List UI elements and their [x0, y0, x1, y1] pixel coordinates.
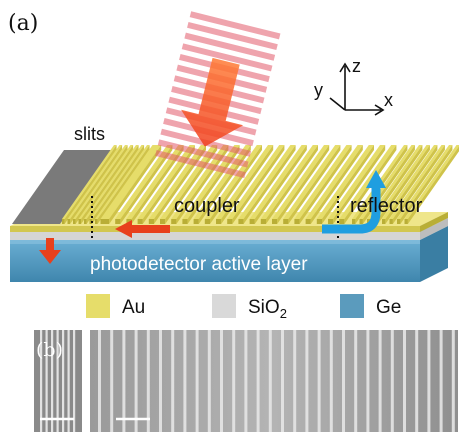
coupler-arrow: [115, 220, 170, 238]
sem-line: [305, 330, 309, 432]
grating-bar: [328, 145, 386, 224]
sem-line: [378, 330, 382, 432]
sem-line: [98, 330, 101, 432]
legend-swatch-sio2: [212, 294, 236, 318]
sem-line: [329, 330, 333, 432]
grating-bar: [316, 145, 374, 224]
grating-bar: [78, 145, 134, 224]
grating-bar: [62, 145, 117, 224]
sem-line: [159, 330, 162, 432]
reflector-arrow: [322, 170, 386, 234]
sem-line: [171, 330, 175, 432]
sem-line: [293, 330, 297, 432]
wavefront: [155, 150, 246, 179]
axis-y-label: y: [314, 80, 323, 100]
sem-line: [146, 330, 150, 432]
panel-a-label: (a): [8, 11, 38, 36]
wavefront: [189, 11, 281, 40]
wavefront: [187, 21, 278, 51]
sem-line: [366, 330, 370, 432]
sem-left-panel: [34, 330, 82, 432]
grating-bar: [249, 145, 307, 224]
sem-line: [415, 330, 419, 432]
sem-line: [439, 330, 443, 432]
grating-bar: [137, 145, 195, 224]
grating-bar: [115, 145, 173, 224]
sem-right-panel: [90, 330, 458, 432]
legend: Au SiO2 Ge: [86, 294, 401, 321]
sem-line: [195, 330, 199, 432]
axes-glyph: [329, 62, 385, 116]
sem-line: [232, 330, 236, 432]
grating-bar: [397, 145, 453, 224]
beam-arrow: [181, 57, 244, 147]
grating-bar: [227, 145, 285, 224]
grating-bar: [382, 145, 438, 224]
reflector-label: reflector: [350, 195, 423, 217]
wavefront: [157, 139, 249, 168]
legend-label-ge: Ge: [376, 297, 401, 318]
grating-bar: [404, 145, 459, 224]
sem-line: [220, 330, 223, 432]
grating-bar: [305, 145, 363, 224]
legend-label-au: Au: [122, 297, 145, 318]
grating-bar: [389, 145, 445, 224]
sem-line: [390, 330, 394, 432]
sem-line: [183, 330, 187, 432]
sem-line: [45, 330, 48, 432]
sem-line: [268, 330, 272, 432]
sem-line: [451, 330, 455, 432]
sem-line: [51, 330, 54, 432]
legend-label-sio2: SiO2: [248, 297, 287, 321]
sem-line: [56, 330, 59, 432]
sem-line: [134, 330, 138, 432]
grating-bar: [272, 145, 330, 224]
sem-line: [281, 330, 284, 432]
slits-label: slits: [74, 124, 105, 144]
sem-line: [342, 330, 345, 432]
grating-bars: [62, 145, 459, 224]
incident-beam: [155, 11, 281, 179]
sem-line: [73, 330, 76, 432]
grating-bar: [67, 145, 123, 224]
wavefront: [181, 43, 273, 72]
grating-bar: [84, 145, 139, 224]
sem-line: [244, 330, 248, 432]
legend-swatch-ge: [340, 294, 364, 318]
grating-bar: [104, 145, 162, 224]
sem-line: [62, 330, 65, 432]
axis-z-label: z: [352, 56, 361, 76]
sem-line: [427, 330, 431, 432]
grating-bar: [238, 145, 296, 224]
wavefront: [184, 32, 276, 61]
sem-line: [317, 330, 321, 432]
grating-bar: [283, 145, 341, 224]
sem-line: [122, 330, 126, 432]
coupler-label: coupler: [174, 195, 240, 217]
sem-line: [354, 330, 358, 432]
active-layer-label: photodetector active layer: [90, 254, 308, 275]
panel-b-label: (b): [36, 339, 63, 361]
grating-bar: [182, 145, 240, 224]
grating-bar: [73, 145, 128, 224]
grating-bar: [216, 145, 274, 224]
slits-region: [12, 150, 112, 224]
axis-x-label: x: [384, 90, 393, 110]
grating-bar: [95, 145, 150, 224]
sem-line: [256, 330, 260, 432]
slit-down-arrow: [39, 238, 61, 264]
sem-line: [403, 330, 406, 432]
grating-bar: [260, 145, 318, 224]
sem-line: [67, 330, 70, 432]
sem-line: [40, 330, 43, 432]
legend-swatch-au: [86, 294, 110, 318]
grating-bar: [294, 145, 352, 224]
sem-line: [110, 330, 114, 432]
sem-line: [207, 330, 211, 432]
